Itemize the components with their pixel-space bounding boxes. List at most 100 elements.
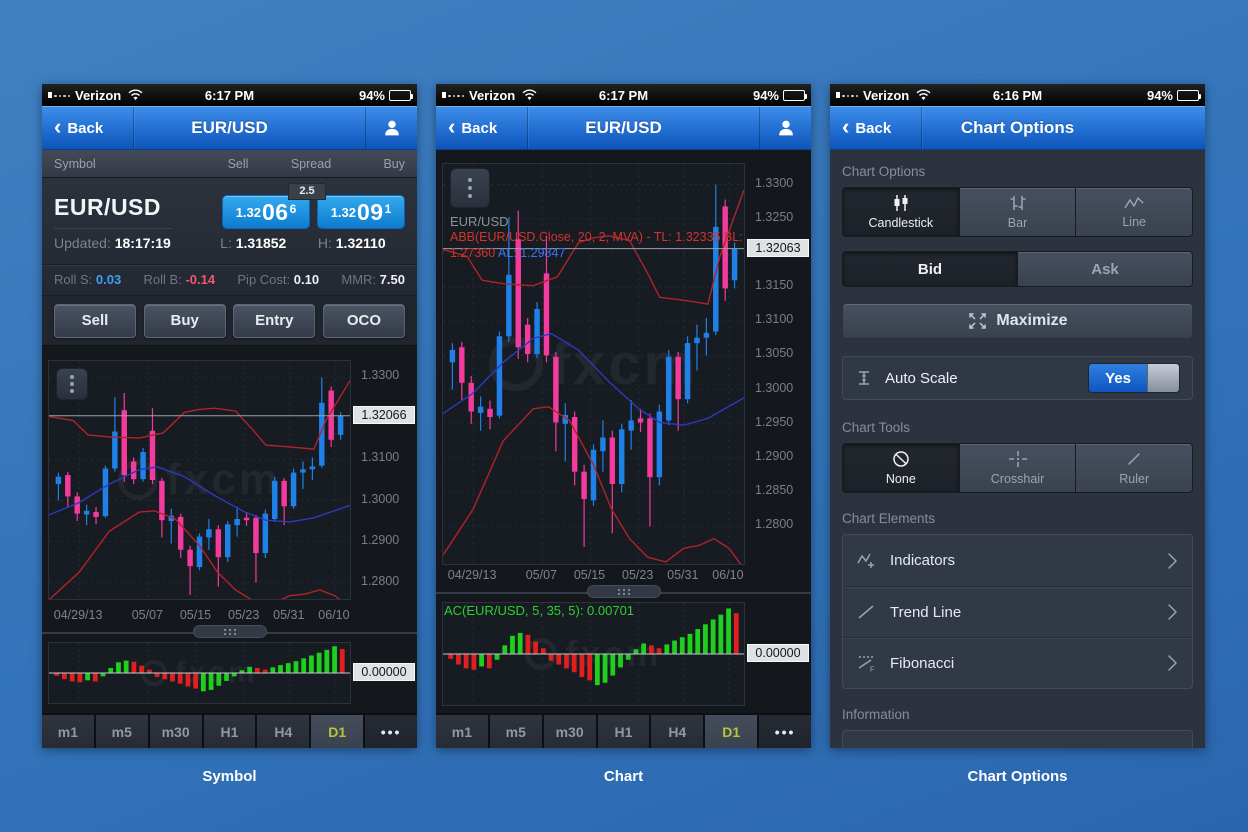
maximize-icon xyxy=(969,313,987,329)
back-chevron-icon: ‹ xyxy=(448,113,456,139)
caption-chart-options: Chart Options xyxy=(967,768,1068,785)
page-title: Chart Options xyxy=(960,118,1075,137)
battery-percent: 94% xyxy=(358,87,385,103)
back-button[interactable]: ‹ Back xyxy=(42,107,134,149)
indicators-row[interactable]: Indicators xyxy=(843,535,1192,586)
auto-scale-toggle[interactable]: Yes xyxy=(1088,363,1180,393)
nav-bar: ‹ Back Chart Options xyxy=(830,106,1205,150)
nav-bar: ‹ Back EUR/USD xyxy=(42,106,417,150)
information-row-partial[interactable] xyxy=(843,731,1192,748)
chart-menu-button[interactable] xyxy=(450,168,490,208)
tab-h4[interactable]: H4 xyxy=(651,715,704,748)
quote-row-updated: Updated: 18:17:19 L: 1.31852 H: 1.32110 xyxy=(54,235,401,251)
carrier-label: Verizon xyxy=(75,87,122,103)
low-value: L: 1.31852 xyxy=(220,235,287,251)
fibonacci-row[interactable]: F Fibonacci xyxy=(843,637,1192,688)
chart-menu-button[interactable] xyxy=(56,368,88,400)
carrier-label: Verizon xyxy=(469,87,516,103)
tab-h4[interactable]: H4 xyxy=(257,715,310,748)
timeframe-bar: m1 m5 m30 H1 H4 D1 ••• xyxy=(42,713,417,748)
tab-more[interactable]: ••• xyxy=(365,715,417,748)
phone-chart-screen: Verizon 6:17 PM 94% ‹ Back EUR/USD fxcm E… xyxy=(436,84,811,748)
fibonacci-icon: F xyxy=(858,656,874,672)
caption-symbol: Symbol xyxy=(202,768,257,785)
chart-split-handle[interactable] xyxy=(42,625,417,638)
toggle-knob[interactable] xyxy=(1147,364,1179,392)
tab-m1[interactable]: m1 xyxy=(436,715,488,748)
overlay-indicator-line2: 1.27360 AL: 1.29847 xyxy=(450,245,566,260)
sell-button[interactable]: Sell xyxy=(54,303,136,338)
ruler-icon xyxy=(1128,453,1140,465)
ac-indicator-large[interactable]: fxcm AC(EUR/USD, 5, 35, 5): 0.00701 0.00… xyxy=(436,598,811,713)
tab-h1[interactable]: H1 xyxy=(597,715,650,748)
order-actions: Sell Buy Entry OCO xyxy=(42,296,417,346)
tool-none[interactable]: None xyxy=(843,444,959,492)
chart-elements-list: Indicators Trend Line F Fibonacci xyxy=(842,534,1193,689)
tab-d1[interactable]: D1 xyxy=(705,715,758,748)
none-icon xyxy=(893,451,909,467)
mmr: MMR: 7.50 xyxy=(341,272,405,287)
quote-buttons: 1.32 06 6 1.32 09 1 2.5 xyxy=(222,183,405,229)
buy-price-button[interactable]: 1.32 09 1 xyxy=(317,195,405,229)
chevron-right-icon xyxy=(1168,655,1177,671)
col-spread: Spread xyxy=(290,156,332,171)
tab-d1[interactable]: D1 xyxy=(311,715,364,748)
account-button[interactable] xyxy=(759,107,811,149)
overlay-indicator-line1: ABB(EUR/USD.Close, 20, 2, MVA) - TL: 1.3… xyxy=(450,230,743,245)
col-sell: Sell xyxy=(227,156,249,171)
maximize-button[interactable]: Maximize xyxy=(842,303,1193,339)
tab-more[interactable]: ••• xyxy=(759,715,811,748)
section-chart-tools: Chart Tools xyxy=(842,420,911,435)
quote-row-stats: Roll S: 0.03 Roll B: -0.14 Pip Cost: 0.1… xyxy=(54,272,405,287)
tab-m5[interactable]: m5 xyxy=(95,715,148,748)
person-icon xyxy=(778,120,793,136)
battery-icon xyxy=(783,89,807,101)
indicator-plot-area[interactable]: fxcm xyxy=(48,642,351,704)
ac-indicator-small[interactable]: fxcm 0.00000 xyxy=(42,638,417,713)
chart-type-bar[interactable]: Bar xyxy=(958,188,1076,236)
chart-type-candlestick[interactable]: Candlestick xyxy=(843,188,959,236)
oco-button[interactable]: OCO xyxy=(322,303,405,338)
bar-chart-icon xyxy=(1010,196,1025,210)
chart-split-handle[interactable] xyxy=(436,585,811,598)
page-title: EUR/USD xyxy=(585,118,662,137)
line-chart-icon xyxy=(1124,196,1144,209)
account-button[interactable] xyxy=(365,107,417,149)
ac-indicator-label: AC(EUR/USD, 5, 35, 5): 0.00701 xyxy=(444,603,635,618)
back-button[interactable]: ‹ Back xyxy=(830,107,922,149)
auto-scale-icon xyxy=(859,371,869,385)
battery-percent: 94% xyxy=(752,87,779,103)
carrier-label: Verizon xyxy=(863,87,910,103)
price-chart-large[interactable]: fxcm EUR/USD ABB(EUR/USD.Close, 20, 2, M… xyxy=(436,150,811,588)
chart-type-line[interactable]: Line xyxy=(1075,188,1192,236)
tool-crosshair[interactable]: Crosshair xyxy=(958,444,1076,492)
tab-m1[interactable]: m1 xyxy=(42,715,94,748)
status-bar: Verizon 6:17 PM 94% xyxy=(436,84,811,106)
buy-button[interactable]: Buy xyxy=(143,303,226,338)
back-chevron-icon: ‹ xyxy=(842,113,850,139)
price-axis: 1.3300 1.3100 1.3000 1.2900 1.2800 xyxy=(361,368,400,588)
phone-symbol-screen: Verizon 6:17 PM 94% ‹ Back EUR/USD Symbol… xyxy=(42,84,417,748)
sell-price-button[interactable]: 1.32 06 6 xyxy=(222,195,310,229)
nav-bar: ‹ Back EUR/USD xyxy=(436,106,811,150)
chevron-right-icon xyxy=(1168,604,1177,620)
chart-content: fxcm EUR/USD ABB(EUR/USD.Close, 20, 2, M… xyxy=(436,150,811,748)
current-price-tag: 1.32063 xyxy=(747,238,809,257)
entry-button[interactable]: Entry xyxy=(233,303,316,338)
wifi-icon xyxy=(916,89,931,101)
chart-plot-area[interactable]: fxcm xyxy=(48,360,351,600)
trend-line-row[interactable]: Trend Line xyxy=(843,586,1192,637)
back-button[interactable]: ‹ Back xyxy=(436,107,528,149)
tab-m5[interactable]: m5 xyxy=(489,715,542,748)
tab-m30[interactable]: m30 xyxy=(149,715,202,748)
tool-ruler[interactable]: Ruler xyxy=(1075,444,1192,492)
chart-overlay-labels: EUR/USD ABB(EUR/USD.Close, 20, 2, MVA) -… xyxy=(450,214,743,262)
bid-button[interactable]: Bid xyxy=(843,252,1017,286)
tab-h1[interactable]: H1 xyxy=(203,715,256,748)
bid-ask-segment: Bid Ask xyxy=(842,251,1193,287)
trend-line-icon xyxy=(858,605,874,619)
tab-m30[interactable]: m30 xyxy=(543,715,596,748)
price-chart-small[interactable]: fxcm 1.3300 1.3100 1.3000 1.2900 1.2800 1.32… xyxy=(42,346,417,628)
ask-button[interactable]: Ask xyxy=(1017,252,1192,286)
